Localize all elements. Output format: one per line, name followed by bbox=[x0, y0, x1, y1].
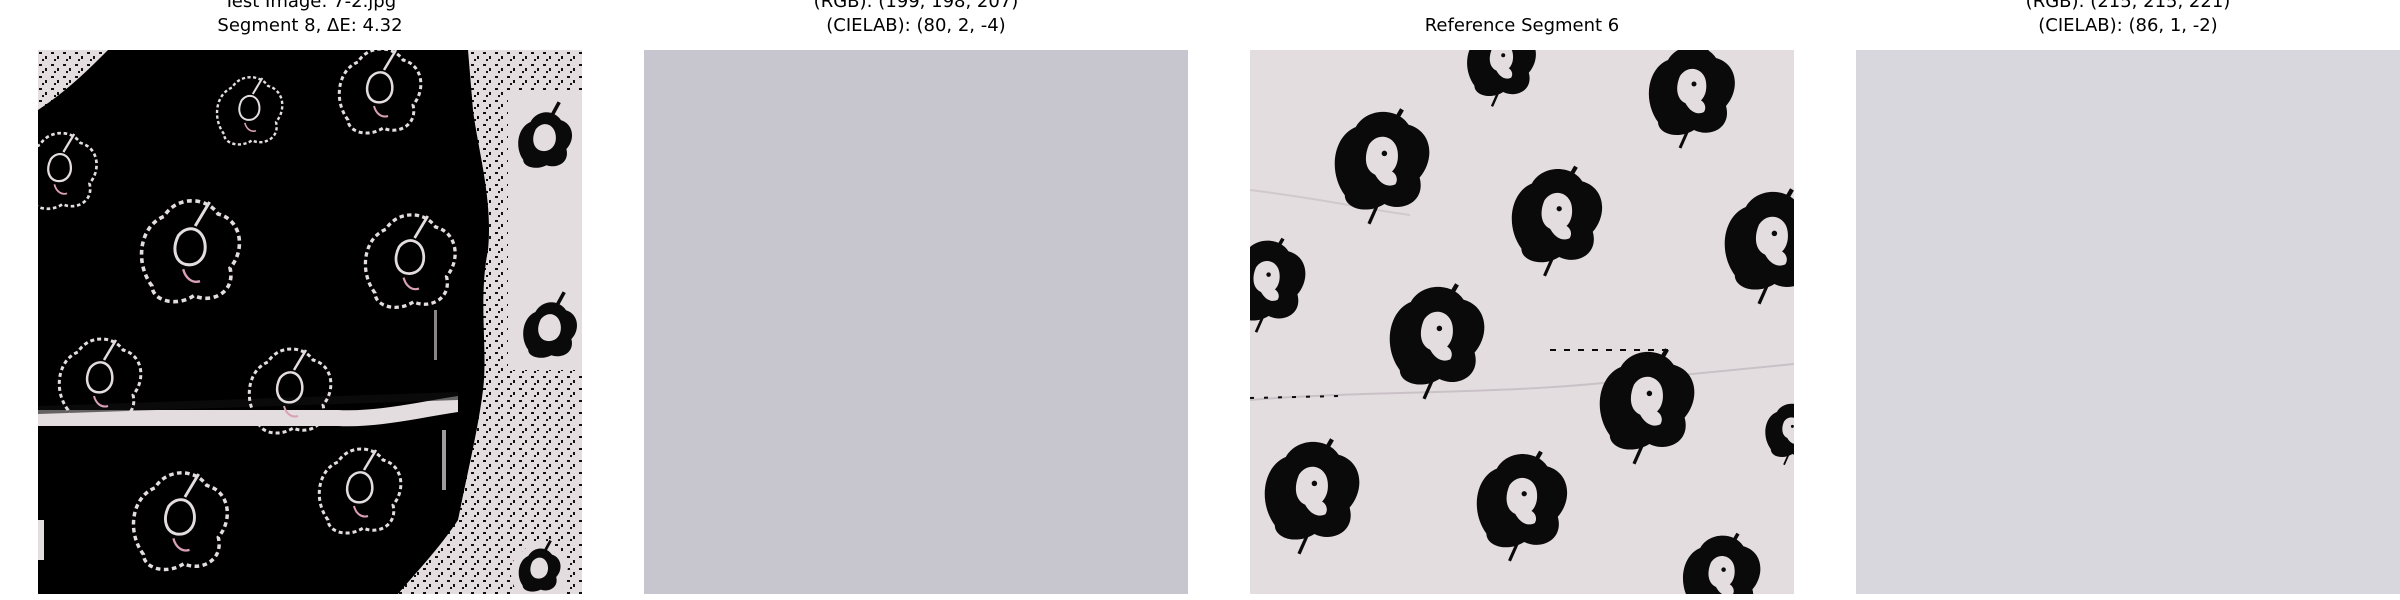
test-color-swatch bbox=[644, 50, 1188, 594]
reference-color-swatch bbox=[1856, 50, 2400, 594]
test-segment-image bbox=[38, 50, 582, 594]
panel-title-line: (RGB): (199, 198, 207) bbox=[813, 0, 1019, 12]
test-color-panel: (RGB): (199, 198, 207) (CIELAB): (80, 2,… bbox=[644, 0, 1188, 600]
test-image-panel: Test Image: 7-2.jpg Segment 8, ΔE: 4.32 bbox=[38, 0, 582, 600]
reference-color-panel: (RGB): (215, 215, 221) (CIELAB): (86, 1,… bbox=[1856, 0, 2400, 600]
panel-title-line: (CIELAB): (80, 2, -4) bbox=[826, 15, 1006, 36]
panel-title-line: Segment 8, ΔE: 4.32 bbox=[217, 15, 403, 36]
panel-title-line: Reference Segment 6 bbox=[1424, 15, 1620, 36]
reference-segment-image bbox=[1250, 50, 1794, 594]
panel-title-line: (CIELAB): (86, 1, -2) bbox=[2038, 15, 2218, 36]
panel-title-line: Test Image: 7-2.jpg bbox=[223, 0, 397, 12]
reference-image-panel: Reference Segment 6 bbox=[1250, 0, 1794, 600]
panel-title-line: (RGB): (215, 215, 221) bbox=[2025, 0, 2231, 12]
